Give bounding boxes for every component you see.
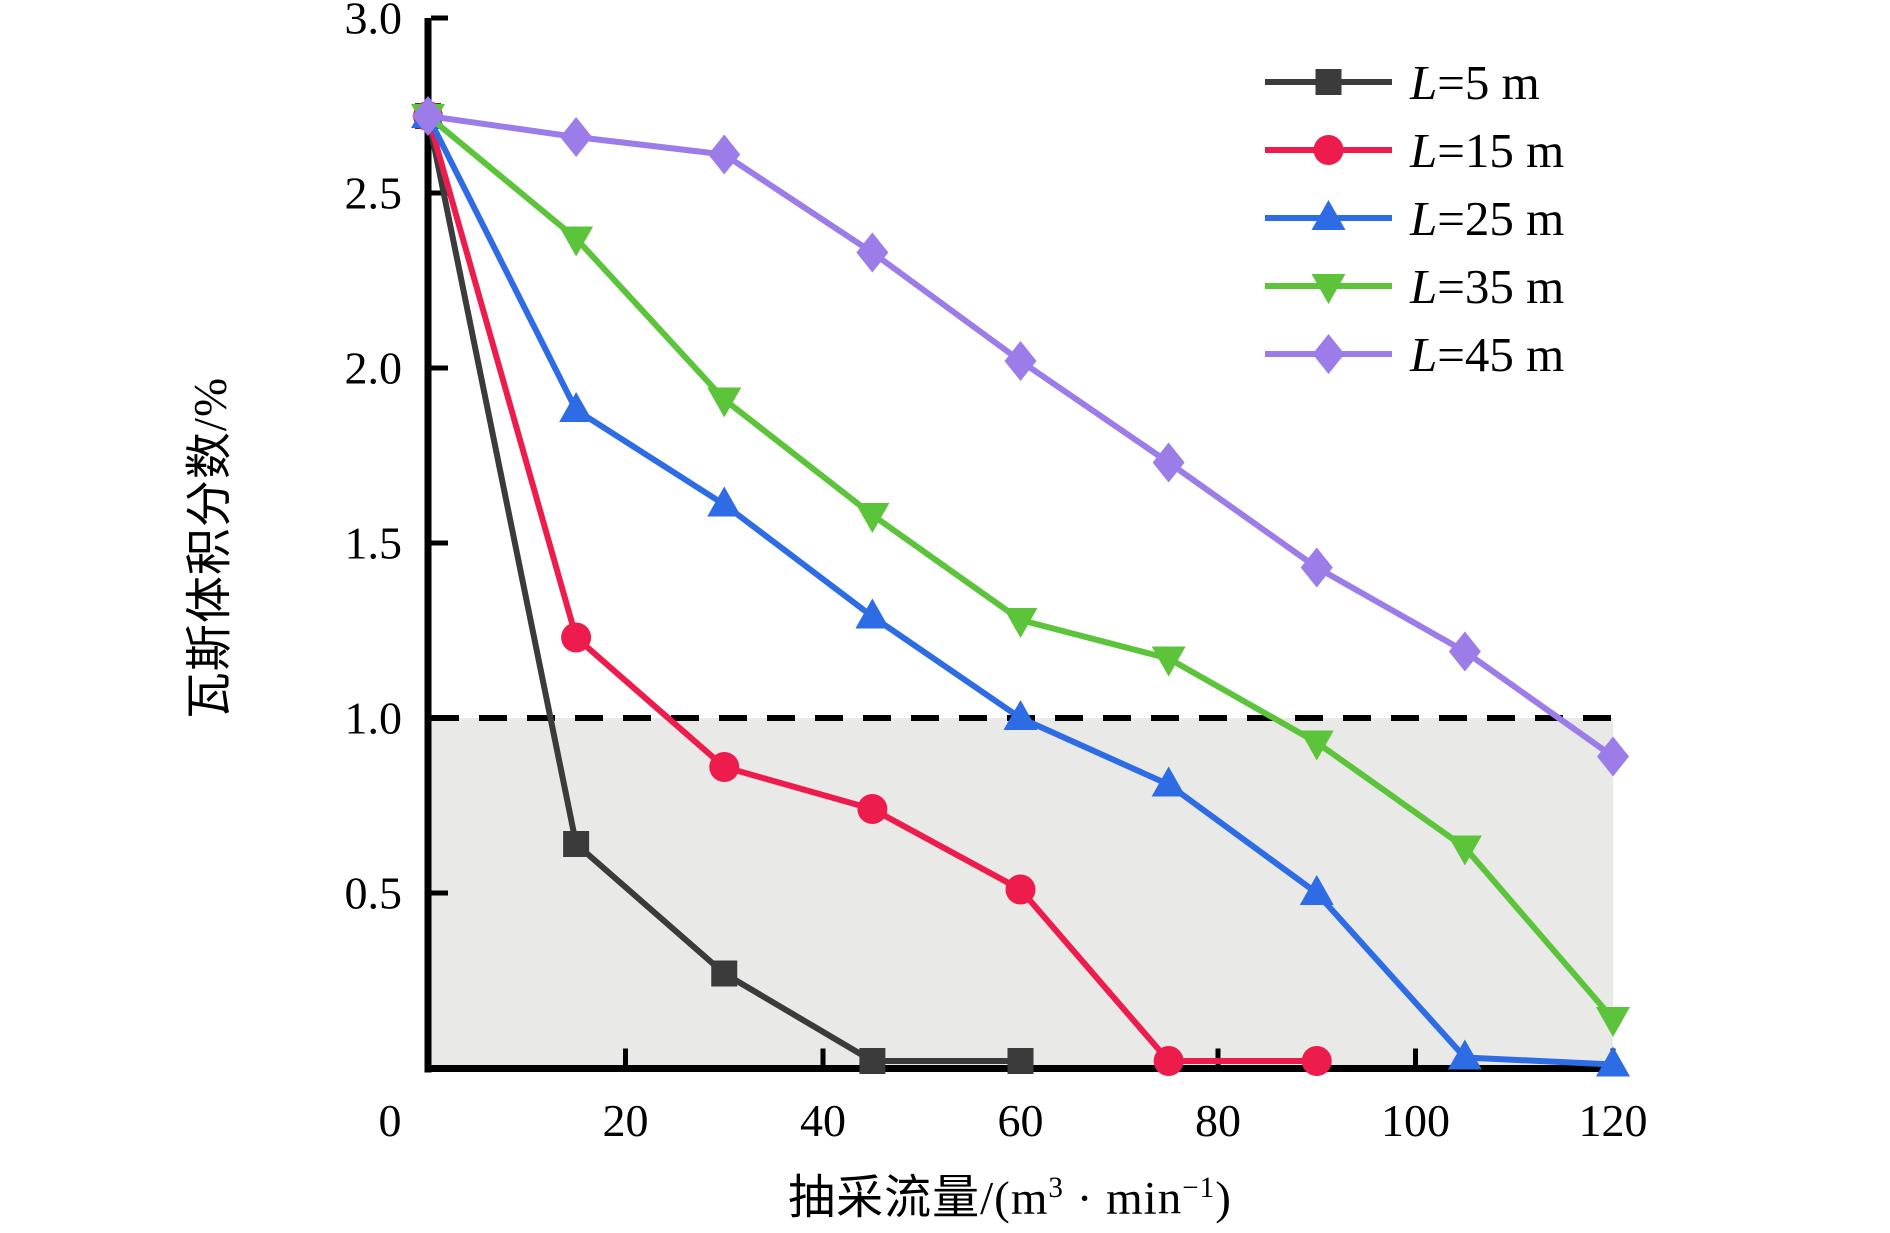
legend-item: L=5 m: [1265, 55, 1540, 110]
series-marker-1: [561, 622, 592, 653]
series-marker-1: [1301, 1046, 1332, 1076]
legend-marker: [1311, 274, 1346, 304]
x-tick-label: 60: [998, 1095, 1044, 1146]
x-axis-title: 抽采流量/(m3 · min−1): [788, 1159, 1232, 1228]
series-marker-0: [859, 1048, 886, 1074]
y-tick-label: 2.0: [345, 343, 403, 394]
y-tick-label: 1.0: [345, 693, 403, 744]
y-tick-label: 1.5: [345, 518, 403, 569]
y-axis-spine: [424, 18, 432, 1073]
x-title-prefix: 抽采流量/(m: [788, 1172, 1049, 1225]
legend-item: L=45 m: [1265, 327, 1564, 382]
legend-label: L=35 m: [1409, 259, 1564, 314]
series-marker-4: [708, 134, 741, 175]
legend-marker: [1315, 69, 1342, 95]
series-marker-2: [559, 392, 594, 422]
series-marker-4: [1597, 736, 1629, 777]
legend-item: L=15 m: [1265, 123, 1564, 178]
series-marker-3: [1596, 1007, 1630, 1037]
series-marker-3: [1299, 730, 1334, 761]
legend-marker: [1313, 135, 1344, 165]
legend-label: L=45 m: [1409, 327, 1564, 382]
legend-item: L=35 m: [1265, 259, 1564, 314]
series-marker-2: [1299, 875, 1334, 905]
legend-marker: [1311, 200, 1346, 230]
series-marker-2: [1151, 766, 1186, 797]
x-tick-label: 20: [603, 1095, 649, 1146]
series-marker-3: [855, 503, 890, 533]
series-marker-1: [1005, 874, 1036, 905]
x-tick-label: 40: [800, 1095, 846, 1146]
x-title-suffix: ): [1215, 1172, 1232, 1225]
legend-marker: [1312, 334, 1345, 374]
y-tick-label: 2.5: [345, 168, 403, 219]
x-tick-label: 80: [1195, 1095, 1241, 1146]
origin-tick-label: 0: [379, 1095, 402, 1146]
series-marker-0: [711, 960, 738, 987]
legend-label: L=25 m: [1409, 191, 1564, 246]
legend-label: L=15 m: [1409, 123, 1564, 178]
series-marker-4: [856, 232, 889, 273]
series-marker-4: [1152, 442, 1185, 483]
series-marker-4: [1004, 341, 1037, 381]
series-marker-4: [560, 117, 593, 157]
series-marker-2: [855, 598, 890, 629]
series-marker-4: [412, 96, 444, 136]
legend-item: L=25 m: [1265, 191, 1564, 246]
series-marker-1: [709, 752, 740, 782]
x-title-superscript-minus1: −1: [1182, 1171, 1216, 1204]
series-marker-4: [1448, 631, 1481, 672]
y-tick-label: 3.0: [345, 0, 403, 44]
x-title-superscript-3: 3: [1048, 1171, 1064, 1204]
legend-label: L=5 m: [1409, 55, 1540, 110]
series-marker-2: [707, 486, 742, 517]
x-tick-label: 100: [1381, 1095, 1450, 1146]
series-marker-0: [563, 831, 590, 857]
series-marker-2: [1003, 700, 1038, 730]
series-marker-2: [1447, 1039, 1482, 1070]
series-marker-1: [857, 794, 888, 824]
y-tick-label: 0.5: [345, 868, 403, 919]
series-marker-3: [1447, 835, 1482, 866]
series-marker-4: [1300, 547, 1333, 588]
series-marker-3: [1003, 608, 1038, 638]
series-marker-3: [559, 226, 594, 257]
x-title-mid: · min: [1063, 1172, 1183, 1225]
series-marker-1: [1153, 1046, 1184, 1076]
series-marker-3: [1151, 646, 1186, 677]
y-axis-title: 瓦斯体积分数/%: [184, 376, 237, 720]
x-tick-label: 120: [1579, 1095, 1648, 1146]
series-marker-2: [1596, 1046, 1630, 1077]
series-marker-3: [707, 387, 742, 418]
series-marker-0: [1007, 1048, 1034, 1074]
